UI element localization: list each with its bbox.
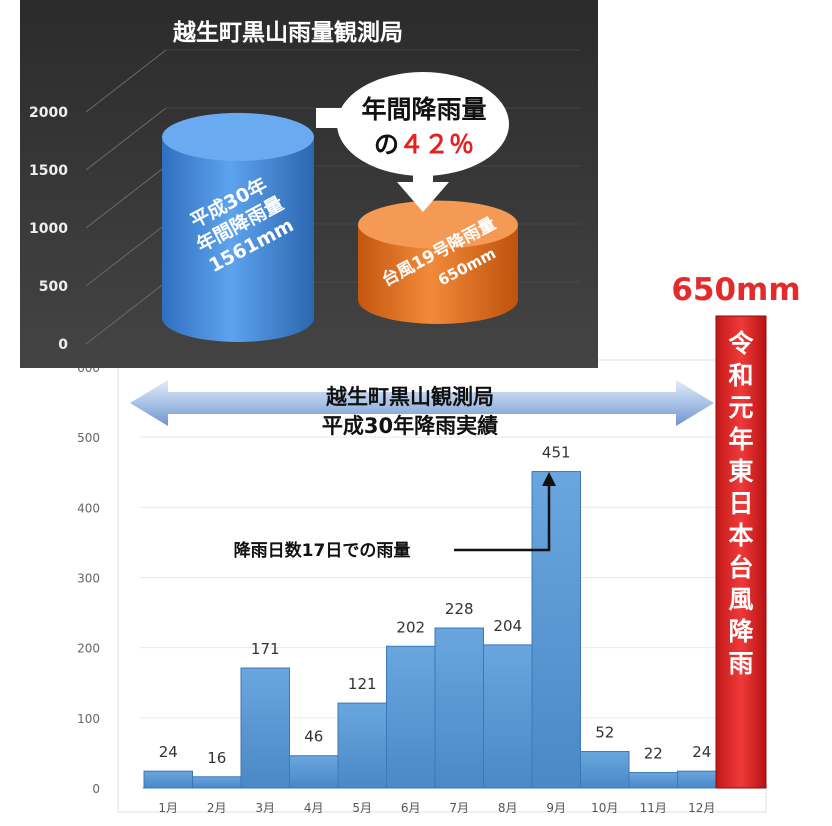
- x-tick-label: 9月: [546, 801, 566, 815]
- x-tick-label: 10月: [591, 801, 618, 815]
- callout-ratio: ４２％: [399, 130, 474, 159]
- data-label: 46: [304, 728, 323, 746]
- data-label: 171: [251, 640, 280, 658]
- callout-line1: 年間降雨量: [361, 95, 486, 124]
- x-tick-label: 6月: [401, 801, 421, 815]
- typhoon-bar: [715, 315, 767, 789]
- main-chart-title: 越生町黒山観測局: [325, 385, 494, 409]
- bar-2月: [192, 776, 242, 789]
- callout-prefix: の: [374, 130, 399, 159]
- data-label: 16: [207, 749, 226, 767]
- inset-title: 越生町黒山雨量観測局: [173, 19, 403, 46]
- bar-4月: [289, 755, 339, 789]
- x-tick-label: 2月: [207, 801, 227, 815]
- double-arrow: [130, 380, 714, 426]
- x-tick-label: 1月: [158, 801, 178, 815]
- x-tick-label: 12月: [688, 801, 715, 815]
- inset-grid-line: [85, 107, 167, 171]
- bar-7月: [434, 627, 484, 789]
- inset-y-tick: 1000: [29, 221, 68, 237]
- bar-1月: [143, 770, 193, 789]
- data-label: 228: [445, 600, 474, 618]
- annotation-arrowhead: [542, 472, 556, 486]
- inset-grid-line: [85, 223, 167, 287]
- y-tick-label: 100: [77, 712, 100, 726]
- data-label: 24: [159, 743, 178, 761]
- typhoon-rainfall-cylinder: [358, 200, 518, 324]
- x-tick-label: 7月: [449, 801, 469, 815]
- x-tick-label: 5月: [352, 801, 372, 815]
- bar-10月: [580, 751, 630, 789]
- inset-y-tick: 0: [58, 337, 68, 353]
- bar-8月: [483, 644, 533, 789]
- inset-y-tick: 2000: [29, 105, 68, 121]
- y-tick-label: 300: [77, 572, 100, 586]
- typhoon-bar-label: 令和元年東日本台風降雨: [728, 329, 754, 678]
- bar-11月: [628, 772, 678, 789]
- data-label: 204: [493, 617, 522, 635]
- typhoon-value-label: 650mm: [671, 272, 800, 308]
- callout-bubble: [316, 72, 509, 212]
- data-label: 52: [595, 724, 614, 742]
- data-label: 202: [396, 618, 425, 636]
- y-tick-label: 500: [77, 431, 100, 445]
- inset-y-tick: 1500: [29, 163, 68, 179]
- inset-grid-line: [85, 281, 167, 345]
- annotation-leader: [454, 483, 551, 552]
- bar-5月: [337, 702, 387, 789]
- y-tick-label: 200: [77, 642, 100, 656]
- x-tick-label: 11月: [640, 801, 667, 815]
- annual-rainfall-cylinder: [162, 112, 314, 342]
- annotation-label: 降雨日数17日での雨量: [234, 540, 411, 561]
- bar-3月: [240, 667, 290, 789]
- inset-grid-line: [85, 165, 167, 229]
- y-tick-label: 0: [92, 782, 100, 796]
- bar-9月: [531, 471, 581, 789]
- y-tick-label: 400: [77, 501, 100, 515]
- inset-y-tick: 500: [39, 279, 68, 295]
- data-label: 451: [542, 444, 571, 462]
- x-tick-label: 8月: [498, 801, 518, 815]
- callout-line2: の４２％: [374, 130, 474, 159]
- data-label: 22: [644, 745, 663, 763]
- x-tick-label: 4月: [304, 801, 324, 815]
- x-tick-label: 3月: [255, 801, 275, 815]
- bar-6月: [386, 645, 436, 789]
- main-chart-subtitle: 平成30年降雨実績: [322, 414, 498, 438]
- data-label: 24: [692, 743, 711, 761]
- data-label: 121: [348, 675, 377, 693]
- inset-grid-line: [85, 49, 167, 113]
